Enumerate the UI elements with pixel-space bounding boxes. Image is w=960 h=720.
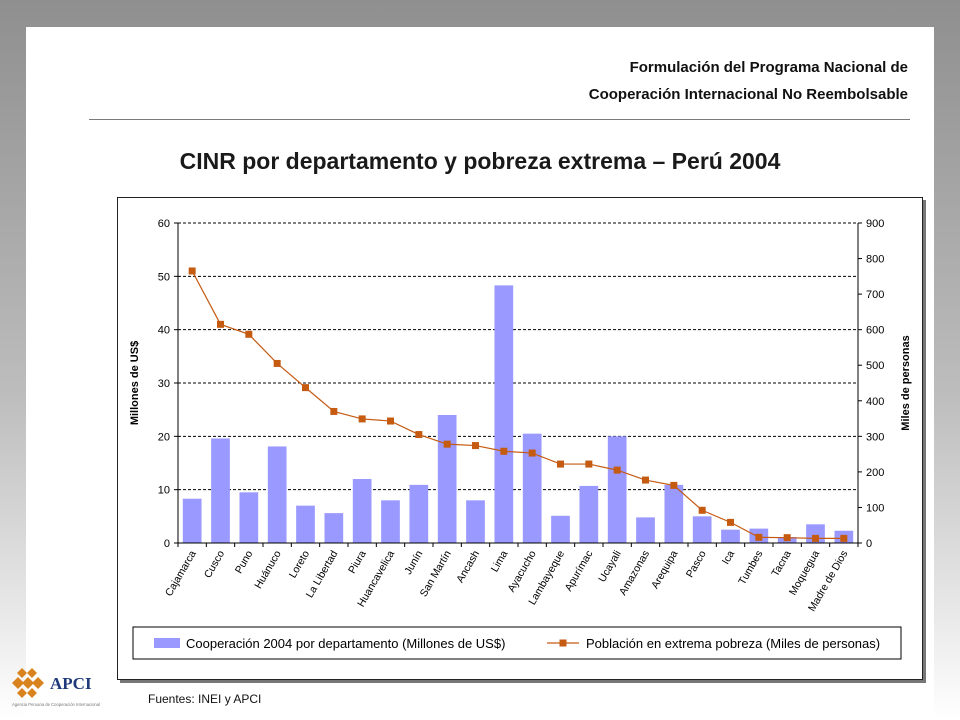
- poverty-marker: [698, 506, 706, 514]
- y-tick-label: 0: [164, 538, 170, 550]
- bar: [437, 415, 457, 543]
- legend-box: [132, 626, 902, 660]
- poverty-marker: [472, 442, 479, 450]
- bar: [579, 485, 599, 543]
- poverty-marker: [330, 407, 338, 415]
- x-category-label: Loreto: [287, 548, 312, 580]
- poverty-marker: [217, 320, 224, 328]
- poverty-marker: [273, 359, 281, 367]
- x-category-label: Cajamarca: [163, 548, 199, 598]
- legend-marker-swatch: [559, 639, 567, 647]
- slide-title: CINR por departamento y pobreza extrema …: [179, 148, 781, 174]
- bar: [664, 484, 684, 543]
- poverty-marker: [528, 449, 536, 457]
- poverty-marker: [727, 518, 734, 526]
- chart-svg: 0102030405060010020030040050060070080090…: [129, 218, 912, 660]
- x-category-label: Ica: [720, 548, 737, 566]
- bar: [692, 516, 712, 543]
- apci-logo: APCI Agencia Peruana de Cooperación Inte…: [8, 665, 118, 709]
- poverty-marker: [613, 466, 621, 474]
- bar: [324, 513, 344, 543]
- legend-bar-label: Cooperación 2004 por departamento (Millo…: [186, 636, 505, 651]
- poverty-marker: [443, 440, 451, 448]
- poverty-line: [191, 270, 844, 539]
- y-tick-label: 50: [158, 271, 170, 283]
- x-category-label: Tumbes: [736, 549, 765, 588]
- apci-logo-graphic: APCI Agencia Peruana de Cooperación Inte…: [12, 668, 100, 707]
- x-category-label: Ucayali: [596, 549, 624, 585]
- y2-tick-label: 400: [866, 396, 884, 408]
- bar: [267, 446, 287, 543]
- y-tick-label: 20: [158, 431, 170, 443]
- y2-tick-label: 500: [866, 360, 884, 372]
- poverty-marker: [670, 481, 678, 489]
- poverty-marker: [812, 534, 819, 542]
- bar: [721, 529, 740, 543]
- y2-tick-label: 0: [866, 538, 872, 550]
- x-category-label: Cusco: [202, 548, 227, 580]
- y-tick-label: 40: [158, 325, 170, 337]
- y2-tick-label: 300: [866, 431, 884, 443]
- x-category-label: Pasco: [684, 548, 709, 579]
- y-tick-label: 60: [158, 218, 170, 230]
- x-category-label: Junín: [402, 548, 425, 576]
- bar: [466, 500, 485, 543]
- poverty-marker: [642, 476, 649, 484]
- poverty-marker: [302, 384, 309, 392]
- poverty-marker: [557, 460, 564, 468]
- poverty-marker: [358, 415, 366, 423]
- x-category-label: Huánuco: [252, 548, 283, 591]
- poverty-marker: [755, 533, 763, 541]
- bar: [551, 515, 570, 543]
- y-tick-label: 30: [158, 378, 170, 390]
- bar: [296, 505, 315, 543]
- chart-panel: 0 10 20 30 40 50 60 0 100 200 300 400 500 600 700 800 90…: [117, 197, 923, 680]
- bar: [607, 436, 627, 543]
- x-category-label: Piura: [346, 548, 369, 575]
- poverty-marker: [188, 267, 196, 275]
- x-category-label: Apurímac: [563, 549, 596, 594]
- y2-tick-label: 600: [866, 325, 884, 337]
- bar: [352, 479, 372, 543]
- y-tick-label: 10: [158, 485, 170, 497]
- svg-text:Agencia Peruana de Cooperación: Agencia Peruana de Cooperación Internaci…: [12, 702, 100, 707]
- svg-text:APCI: APCI: [50, 674, 92, 693]
- poverty-marker: [585, 460, 593, 468]
- bar: [409, 484, 429, 543]
- bar: [239, 492, 259, 543]
- y2-tick-label: 200: [866, 467, 884, 479]
- x-category-label: Ancash: [454, 548, 482, 584]
- poverty-marker: [245, 330, 253, 338]
- y2-tick-label: 100: [866, 502, 884, 514]
- bar: [522, 433, 542, 543]
- x-category-label: Arequipa: [649, 548, 680, 591]
- poverty-marker: [415, 431, 423, 439]
- x-category-label: Lima: [489, 548, 511, 574]
- poverty-marker: [783, 534, 791, 542]
- x-category-label: Puno: [233, 548, 256, 575]
- poverty-marker: [387, 417, 394, 425]
- header-line-1: Formulación del Programa Nacional de: [629, 59, 908, 76]
- bar: [381, 500, 400, 543]
- y2-tick-label: 900: [866, 218, 884, 230]
- legend-bar-swatch: [154, 638, 180, 648]
- poverty-marker: [840, 534, 848, 542]
- y2-tick-label: 800: [866, 254, 884, 266]
- footer-source: Fuentes: INEI y APCI: [148, 692, 262, 706]
- header-line-2: Cooperación Internacional No Reembolsabl…: [588, 86, 908, 103]
- bar: [211, 438, 230, 543]
- bar: [636, 517, 655, 543]
- bar: [182, 498, 202, 543]
- poverty-marker: [500, 447, 508, 455]
- legend-line-label: Población en extrema pobreza (Miles de p…: [586, 636, 880, 651]
- y2-tick-label: 700: [866, 289, 884, 301]
- bar: [494, 285, 514, 543]
- y2-axis-title: Miles de personas: [900, 335, 912, 430]
- x-category-label: Tacna: [769, 548, 793, 578]
- y-axis-title: Millones de US$: [129, 341, 141, 425]
- header-divider: [89, 119, 910, 120]
